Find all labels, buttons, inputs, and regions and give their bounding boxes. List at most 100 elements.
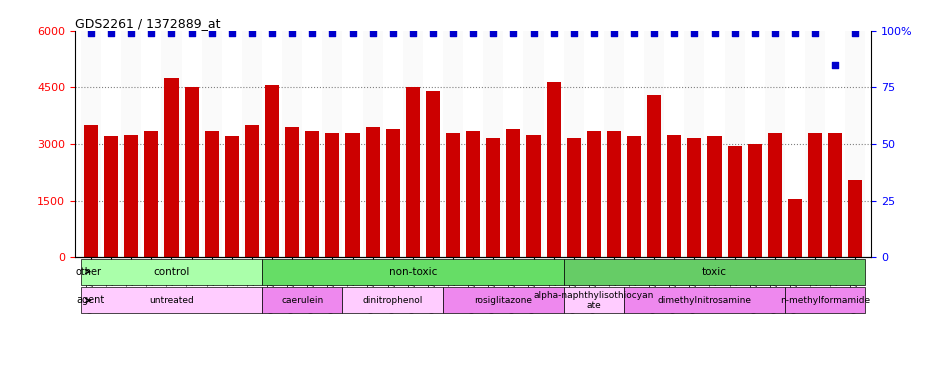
Bar [184,87,198,257]
Text: alpha-naphthylisothiocyan
ate: alpha-naphthylisothiocyan ate [534,291,653,310]
Bar [365,127,379,257]
Bar [526,134,540,257]
Point [826,61,841,68]
Point [626,30,641,36]
Bar [807,132,821,257]
Point [104,30,119,36]
Bar [607,131,621,257]
Bar [764,31,784,257]
Point [204,30,219,36]
Point [485,30,500,36]
Text: non-toxic: non-toxic [388,266,436,276]
Bar [523,31,543,257]
Point [385,30,400,36]
Bar [744,31,764,257]
FancyBboxPatch shape [262,259,563,285]
Bar [121,31,141,257]
Bar [422,31,443,257]
Bar [285,127,299,257]
Point [344,30,359,36]
Bar [141,31,161,257]
Text: dinitrophenol: dinitrophenol [362,296,422,305]
Bar [787,199,801,257]
Bar [767,132,781,257]
Bar [362,31,382,257]
Bar [426,91,440,257]
Bar [222,31,241,257]
Bar [165,78,179,257]
Point [264,30,279,36]
Text: rosiglitazone: rosiglitazone [474,296,532,305]
Bar [446,132,460,257]
Bar [623,31,643,257]
Point [565,30,580,36]
FancyBboxPatch shape [342,288,443,313]
FancyBboxPatch shape [443,288,563,313]
Bar [101,31,121,257]
Point [465,30,480,36]
Point [586,30,601,36]
FancyBboxPatch shape [563,259,865,285]
Bar [804,31,825,257]
Text: other: other [76,266,102,276]
Bar [462,31,483,257]
Bar [382,31,402,257]
Point [786,30,801,36]
Text: control: control [154,266,189,276]
Bar [704,31,724,257]
Point [707,30,722,36]
Bar [503,31,523,257]
Bar [583,31,604,257]
Point [144,30,159,36]
Point [83,30,98,36]
Text: agent: agent [76,295,104,305]
Bar [727,146,741,257]
Bar [827,132,841,257]
Point [244,30,259,36]
Text: toxic: toxic [701,266,726,276]
Bar [546,82,560,257]
Point [546,30,561,36]
Point [525,30,540,36]
FancyBboxPatch shape [262,288,342,313]
Bar [483,31,503,257]
Text: caerulein: caerulein [281,296,323,305]
Bar [241,31,262,257]
Bar [543,31,563,257]
Bar [302,31,322,257]
Bar [666,134,680,257]
FancyBboxPatch shape [784,288,865,313]
Bar [225,136,239,257]
Bar [784,31,804,257]
Point [505,30,520,36]
Bar [647,95,661,257]
Bar [265,86,279,257]
Bar [724,31,744,257]
Point [183,30,198,36]
Text: dimethylnitrosamine: dimethylnitrosamine [657,296,751,305]
Bar [262,31,282,257]
FancyBboxPatch shape [563,288,623,313]
Bar [505,129,519,257]
Point [446,30,461,36]
Point [285,30,300,36]
Bar [586,131,600,257]
Bar [405,87,419,257]
FancyBboxPatch shape [623,288,784,313]
Point [304,30,319,36]
Bar [402,31,422,257]
FancyBboxPatch shape [80,259,262,285]
Point [847,30,862,36]
Bar [144,131,158,257]
Bar [465,131,480,257]
Point [124,30,139,36]
Bar [707,136,721,257]
Bar [84,125,98,257]
Bar [182,31,201,257]
Point [807,30,822,36]
Bar [201,31,222,257]
Bar [244,125,258,257]
Bar [486,138,500,257]
Text: GDS2261 / 1372889_at: GDS2261 / 1372889_at [75,17,220,30]
Bar [747,144,761,257]
